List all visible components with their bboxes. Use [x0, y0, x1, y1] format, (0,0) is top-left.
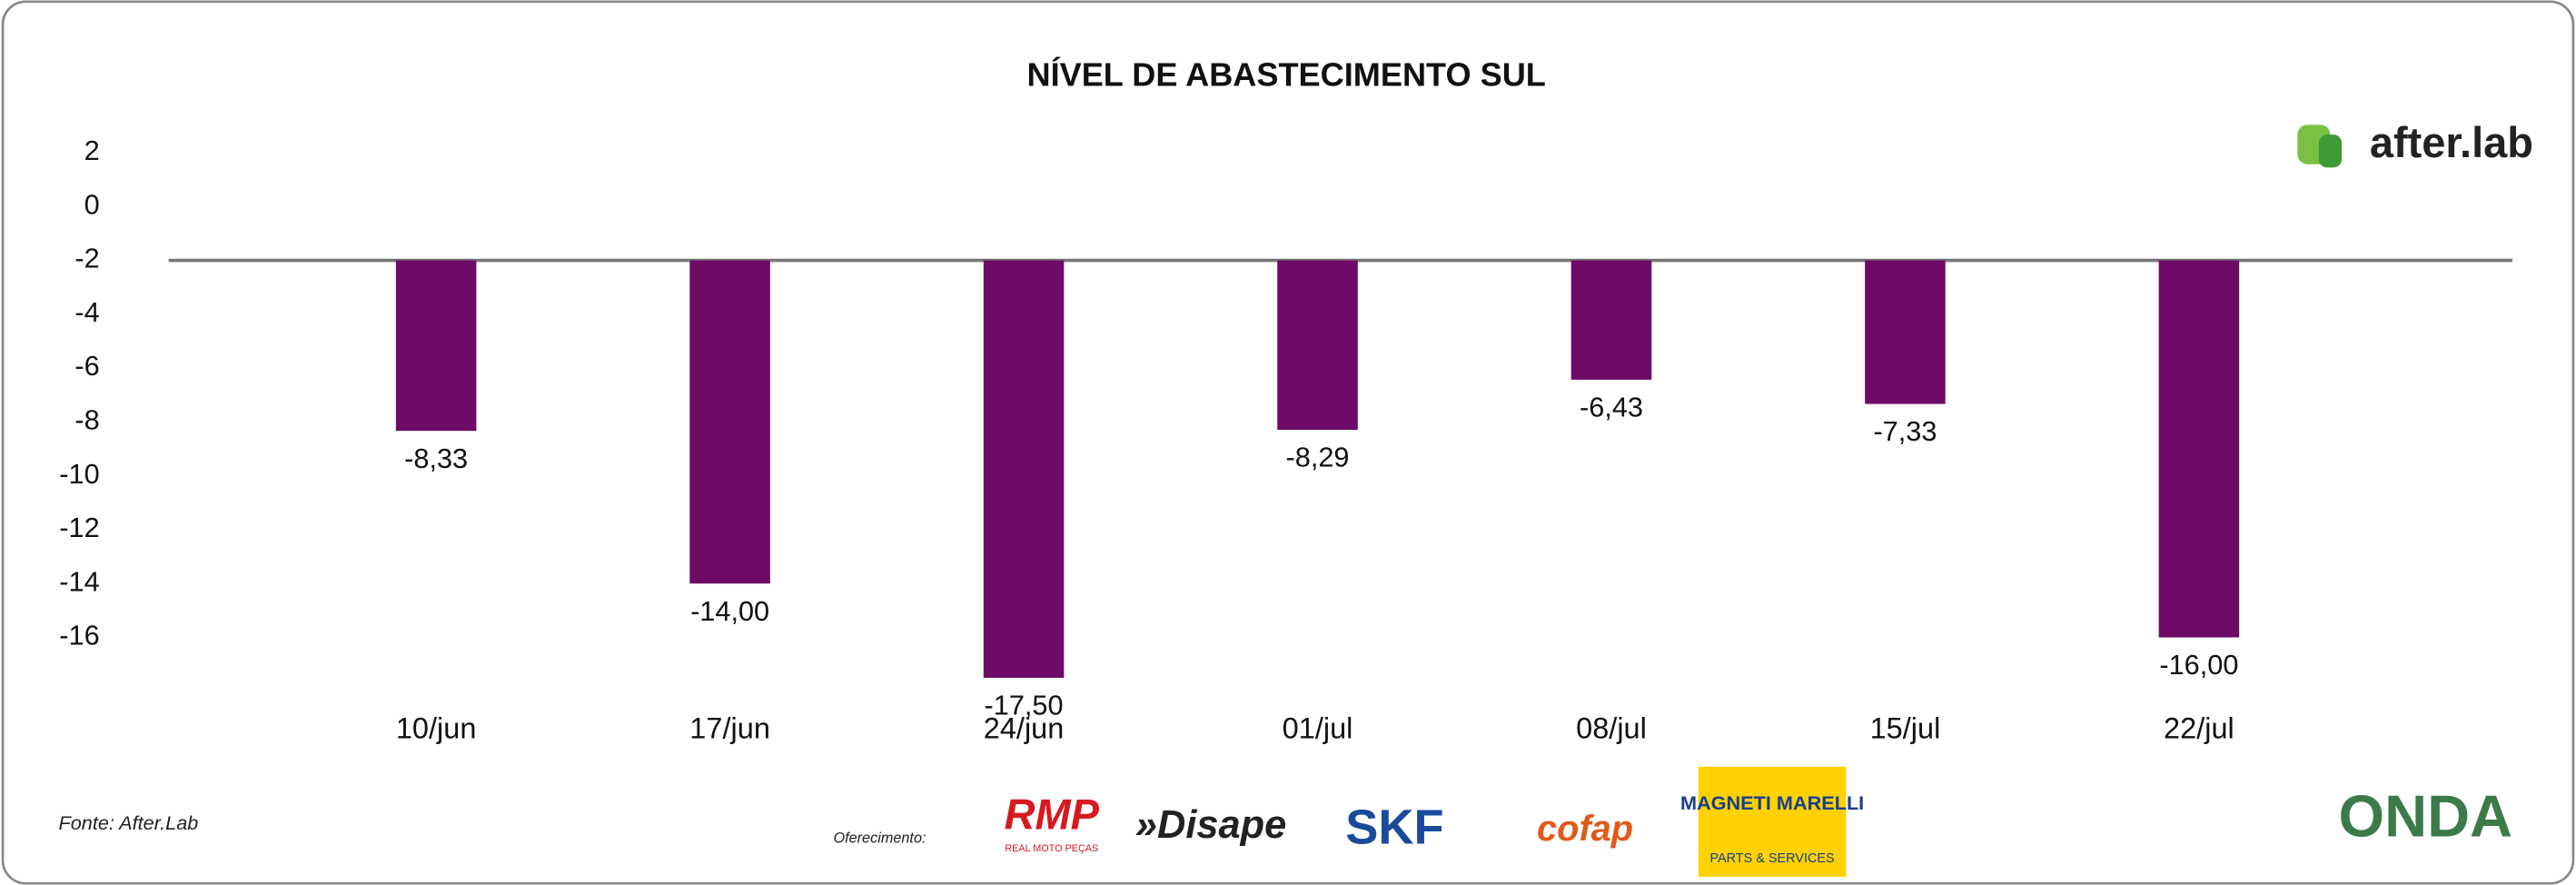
x-tick-label: 24/jun	[984, 712, 1065, 745]
logo-text: after.lab	[2370, 118, 2533, 166]
sponsor-box	[1698, 766, 1847, 877]
sponsor-logo: PARTS & SERVICES	[1709, 851, 1834, 866]
data-label: -7,33	[1873, 415, 1937, 447]
source-note: Fonte: After.Lab	[59, 811, 199, 834]
after-lab-logo: after.lab	[2297, 118, 2533, 168]
chart-title: NÍVEL DE ABASTECIMENTO SUL	[1027, 55, 1546, 93]
sponsor-logo: REAL MOTO PEÇAS	[1005, 843, 1098, 854]
sponsor-label: Oferecimento:	[833, 830, 926, 847]
footer-logo: ONDA	[2339, 783, 2513, 850]
bar	[1570, 260, 1652, 380]
bar	[395, 260, 477, 432]
data-label: -8,33	[404, 442, 468, 474]
y-tick-label: -14	[59, 565, 99, 597]
data-label: -17,50	[985, 690, 1064, 721]
x-tick-label: 22/jul	[2164, 712, 2234, 745]
logo-icon	[2318, 134, 2343, 168]
data-label: -14,00	[690, 595, 769, 627]
x-tick-label: 08/jul	[1576, 712, 1647, 745]
y-tick-label: -6	[74, 350, 99, 382]
y-tick-label: -2	[74, 243, 99, 274]
y-tick-label: -4	[74, 296, 99, 328]
data-label: -16,00	[2159, 649, 2238, 681]
sponsor-logo: MAGNETI MARELLI	[1680, 791, 1864, 814]
sponsor-logo: RMP	[1005, 790, 1100, 838]
bar	[1865, 260, 1946, 404]
x-tick-label: 15/jul	[1870, 712, 1941, 745]
y-tick-label: -10	[59, 458, 99, 490]
data-label: -8,29	[1286, 442, 1350, 473]
bar	[689, 260, 770, 584]
bar	[1277, 260, 1358, 431]
x-tick-label: 10/jun	[396, 712, 477, 745]
y-tick-label: -12	[59, 512, 99, 543]
sponsor-logo: cofap	[1537, 809, 1633, 849]
y-tick-label: -8	[74, 404, 99, 436]
x-tick-label: 01/jul	[1283, 712, 1353, 745]
data-label: -6,43	[1580, 392, 1643, 423]
bar	[2158, 260, 2240, 638]
y-tick-label: 2	[84, 134, 100, 166]
sponsor-logo: SKF	[1345, 800, 1443, 855]
sponsor-logo: »Disape	[1135, 803, 1286, 847]
y-tick-label: -16	[59, 620, 99, 651]
x-tick-label: 17/jun	[689, 712, 770, 745]
bar	[983, 260, 1065, 678]
y-tick-label: 0	[84, 188, 100, 220]
